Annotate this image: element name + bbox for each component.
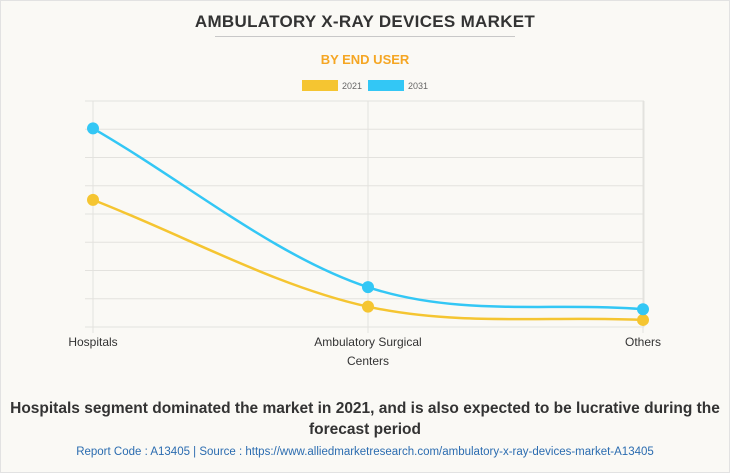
data-point-2021-ambulatory-surgical-centers[interactable] xyxy=(362,300,374,313)
data-point-2021-others[interactable] xyxy=(637,313,649,326)
data-point-2021-hospitals[interactable] xyxy=(87,193,99,206)
grid xyxy=(85,100,645,333)
x-axis-labels: Hospitals Ambulatory Surgical Centers Other… xyxy=(68,335,661,368)
legend-swatch-2021 xyxy=(301,80,338,91)
title-divider xyxy=(215,36,515,37)
chart-title: AMBULATORY X-RAY DEVICES MARKET xyxy=(194,12,536,31)
series-points xyxy=(87,122,649,326)
data-point-2031-ambulatory-surgical-centers[interactable] xyxy=(362,281,374,294)
chart-caption: Hospitals segment dominated the market i… xyxy=(10,400,720,438)
source-footer[interactable]: Report Code : A13405 | Source : https://… xyxy=(76,446,654,458)
x-tick-label: Hospitals xyxy=(68,335,117,349)
legend: 2021 2031 xyxy=(0,80,730,91)
data-point-2031-others[interactable] xyxy=(637,303,649,316)
legend-label-2021: 2021 xyxy=(341,80,362,91)
x-tick-label: Others xyxy=(625,335,661,349)
legend-label-2031: 2031 xyxy=(408,80,429,91)
legend-swatch-2031 xyxy=(368,80,404,91)
x-tick-label: Ambulatory Surgical Centers xyxy=(314,335,421,368)
legend-item-2021[interactable]: 2021 xyxy=(301,80,362,91)
data-point-2031-hospitals[interactable] xyxy=(87,122,99,135)
chart-subtitle: BY END USER xyxy=(320,52,410,67)
legend-item-2031[interactable]: 2031 xyxy=(368,80,428,91)
